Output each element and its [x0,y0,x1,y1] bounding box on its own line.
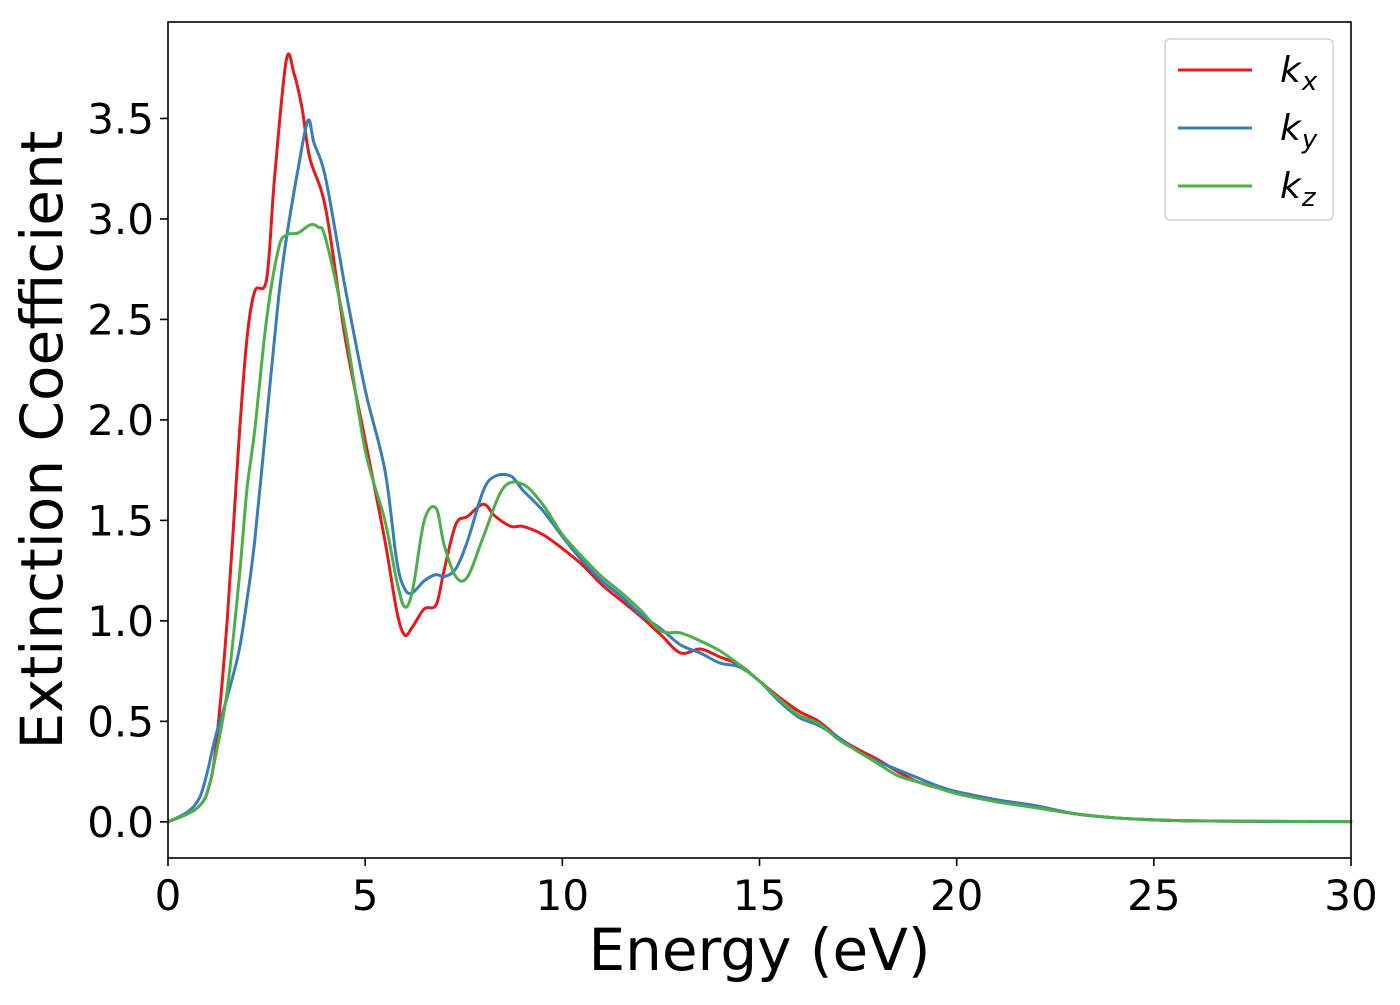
x-tick-label: 20 [930,871,983,920]
series-layer [166,52,1353,824]
y-tick-label: 0.5 [87,697,154,746]
y-tick-label: 2.5 [87,295,154,344]
x-tick-label: 25 [1127,871,1180,920]
y-tick-label: 1.5 [87,496,154,545]
y-tick-label: 1.0 [87,597,154,646]
x-tick-label: 5 [352,871,379,920]
x-tick-label: 15 [733,871,786,920]
x-axis-ticks: 0 5 10 15 20 25 30 [155,858,1378,920]
series-line-ky [166,118,1353,824]
y-axis-label: Extinction Coefficient [8,131,76,750]
y-tick-label: 2.0 [87,396,154,445]
y-tick-label: 0.0 [87,798,154,847]
series-line-kz [166,223,1353,824]
legend-label-ky: ky [1280,108,1318,155]
x-tick-label: 10 [536,871,589,920]
y-tick-label: 3.5 [87,94,154,143]
x-axis-label: Energy (eV) [588,916,930,984]
x-tick-label: 30 [1324,871,1377,920]
y-axis-ticks: 0.0 0.5 1.0 1.5 2.0 2.5 3.0 3.5 [87,94,168,847]
y-tick-label: 3.0 [87,195,154,244]
x-tick-label: 0 [155,871,182,920]
